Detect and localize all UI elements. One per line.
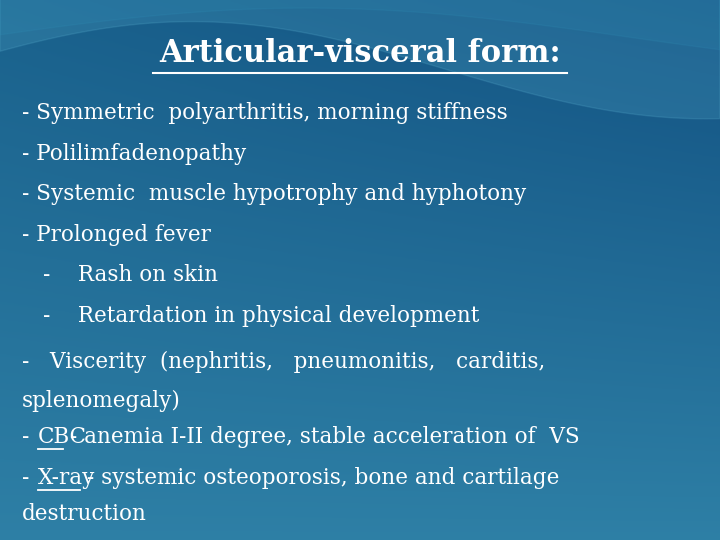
Text: X-ray: X-ray xyxy=(38,467,96,489)
Text: - Symmetric  polyarthritis, morning stiffness: - Symmetric polyarthritis, morning stiff… xyxy=(22,103,508,124)
Text: -    Retardation in physical development: - Retardation in physical development xyxy=(43,305,480,327)
Text: CBC: CBC xyxy=(38,427,87,448)
Text: - anemia I-II degree, stable acceleration of  VS: - anemia I-II degree, stable acceleratio… xyxy=(63,427,580,448)
Text: splenomegaly): splenomegaly) xyxy=(22,390,181,411)
Text: Articular-visceral form:: Articular-visceral form: xyxy=(159,38,561,70)
Text: - systemic osteoporosis, bone and cartilage: - systemic osteoporosis, bone and cartil… xyxy=(79,467,559,489)
Text: -    Rash on skin: - Rash on skin xyxy=(43,265,218,286)
Text: -   Viscerity  (nephritis,   pneumonitis,   carditis,: - Viscerity (nephritis, pneumonitis, car… xyxy=(22,351,545,373)
Text: -: - xyxy=(22,467,36,489)
Text: - Systemic  muscle hypotrophy and hyphotony: - Systemic muscle hypotrophy and hyphoto… xyxy=(22,184,526,205)
Text: - Polilimfadenopathy: - Polilimfadenopathy xyxy=(22,143,246,165)
Text: destruction: destruction xyxy=(22,503,146,525)
Text: - Prolonged fever: - Prolonged fever xyxy=(22,224,210,246)
Text: -: - xyxy=(22,427,36,448)
